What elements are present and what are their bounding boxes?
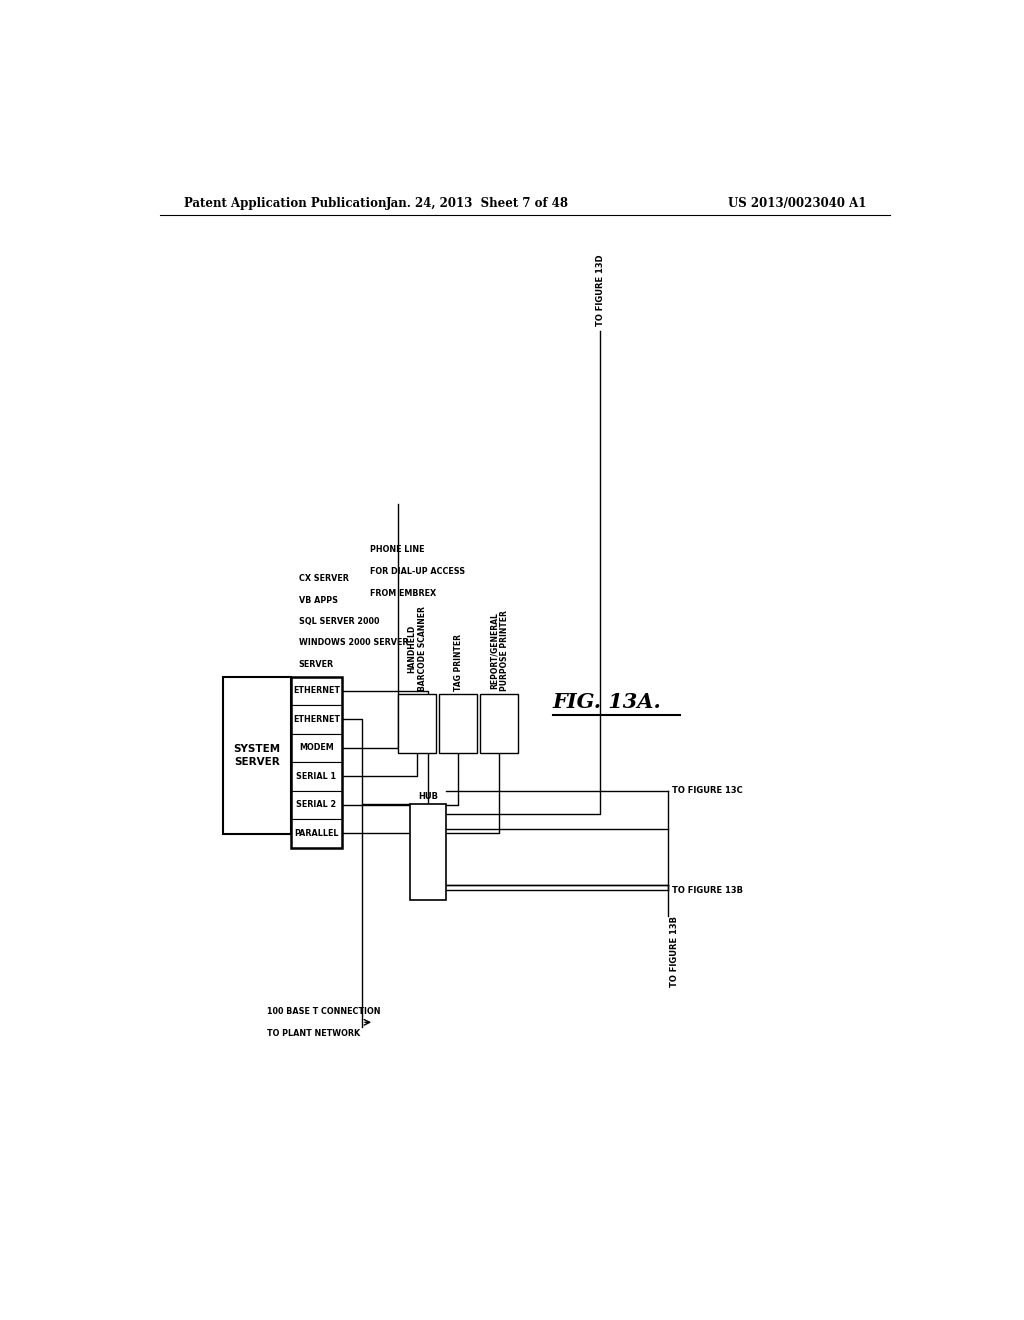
Bar (291, 791, 342, 818)
Text: SERIAL 1: SERIAL 1 (297, 772, 337, 781)
Text: TO PLANT NETWORK: TO PLANT NETWORK (267, 1030, 360, 1039)
Text: ETHERNET: ETHERNET (293, 686, 340, 696)
Text: TO FIGURE 13B: TO FIGURE 13B (670, 916, 679, 986)
Text: PHONE LINE: PHONE LINE (370, 545, 425, 553)
Bar (480, 694, 518, 752)
Bar (223, 677, 291, 834)
Text: PARALLEL: PARALLEL (294, 829, 339, 838)
Text: SYSTEM
SERVER: SYSTEM SERVER (233, 744, 281, 767)
Text: ETHERNET: ETHERNET (293, 715, 340, 723)
Text: REPORT/GENERAL
PURPOSE PRINTER: REPORT/GENERAL PURPOSE PRINTER (489, 610, 509, 690)
Text: SERIAL 2: SERIAL 2 (296, 800, 337, 809)
Text: US 2013/0023040 A1: US 2013/0023040 A1 (728, 197, 866, 210)
Text: HANDHELD
BARCODE SCANNER: HANDHELD BARCODE SCANNER (408, 606, 427, 690)
Text: MODEM: MODEM (299, 743, 334, 752)
Text: FROM EMBREX: FROM EMBREX (370, 589, 436, 598)
Text: 100 BASE T CONNECTION: 100 BASE T CONNECTION (267, 1007, 380, 1016)
Text: SERVER: SERVER (299, 660, 334, 669)
Bar (410, 804, 446, 900)
Bar (291, 677, 342, 847)
Bar (291, 705, 342, 734)
Text: WINDOWS 2000 SERVER: WINDOWS 2000 SERVER (299, 639, 409, 647)
Text: TO FIGURE 13C: TO FIGURE 13C (672, 787, 742, 795)
Bar (397, 694, 436, 752)
Text: TO FIGURE 13D: TO FIGURE 13D (596, 255, 605, 326)
Text: SQL SERVER 2000: SQL SERVER 2000 (299, 616, 379, 626)
Text: Jan. 24, 2013  Sheet 7 of 48: Jan. 24, 2013 Sheet 7 of 48 (386, 197, 568, 210)
Text: HUB: HUB (418, 792, 438, 801)
Text: Patent Application Publication: Patent Application Publication (183, 197, 386, 210)
Text: TO FIGURE 13B: TO FIGURE 13B (672, 886, 742, 895)
Text: CX SERVER: CX SERVER (299, 574, 348, 583)
Bar (291, 677, 342, 705)
Text: FIG. 13A.: FIG. 13A. (553, 692, 662, 713)
Bar (291, 762, 342, 791)
Bar (291, 734, 342, 762)
Bar (439, 694, 477, 752)
Text: FOR DIAL-UP ACCESS: FOR DIAL-UP ACCESS (370, 568, 465, 576)
Text: VB APPS: VB APPS (299, 595, 338, 605)
Text: TAG PRINTER: TAG PRINTER (454, 634, 463, 690)
Bar (291, 818, 342, 847)
